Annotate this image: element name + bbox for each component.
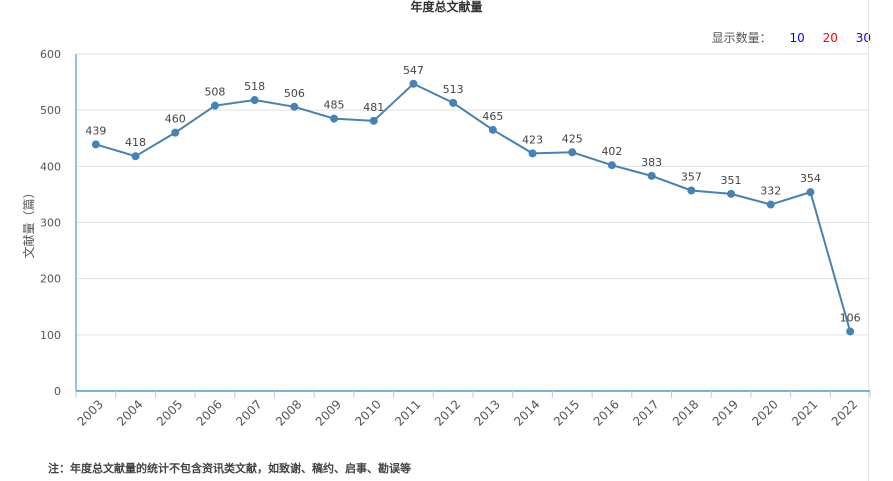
x-tick-label: 2011 (392, 397, 423, 428)
display-count-selector: 显示数量： 10 20 30 (712, 29, 871, 46)
data-point (210, 101, 219, 110)
x-tick-label: 2004 (114, 397, 145, 428)
y-tick-label: 300 (40, 217, 61, 230)
x-tick-label: 2010 (352, 397, 383, 428)
x-tick-label: 2022 (829, 397, 860, 428)
x-tick-label: 2015 (551, 397, 582, 428)
x-tick-label: 2008 (273, 397, 304, 428)
data-point (409, 79, 418, 88)
data-point (369, 116, 378, 125)
data-point (528, 149, 537, 158)
data-point (488, 125, 497, 134)
data-label: 357 (681, 170, 702, 183)
data-label: 506 (284, 87, 305, 100)
display-count-10[interactable]: 10 (789, 31, 805, 45)
x-tick-label: 2019 (710, 397, 741, 428)
data-label: 460 (165, 113, 186, 126)
data-label: 402 (601, 145, 622, 158)
data-label: 351 (721, 174, 742, 187)
x-tick-label: 2005 (154, 397, 185, 428)
y-tick-label: 0 (54, 385, 61, 398)
y-tick-label: 600 (40, 48, 61, 61)
data-point (607, 161, 616, 170)
display-count-30[interactable]: 30 (855, 31, 871, 45)
panel-edge (868, 0, 869, 481)
data-label: 439 (85, 124, 106, 137)
x-tick-label: 2017 (630, 397, 661, 428)
data-point (687, 186, 696, 195)
data-point (91, 140, 100, 149)
x-tick-label: 2006 (194, 397, 225, 428)
x-tick-label: 2018 (670, 397, 701, 428)
y-tick-label: 400 (40, 160, 61, 173)
y-tick-label: 100 (40, 329, 61, 342)
x-tick-label: 2021 (789, 397, 820, 428)
data-point (806, 188, 815, 197)
x-tick-label: 2016 (591, 397, 622, 428)
x-tick-label: 2014 (511, 397, 542, 428)
data-label: 383 (641, 156, 662, 169)
data-point (647, 171, 656, 180)
data-point (290, 102, 299, 111)
data-label: 418 (125, 136, 146, 149)
display-count-label: 显示数量： (711, 31, 772, 45)
x-tick-label: 2009 (313, 397, 344, 428)
data-label: 354 (800, 172, 821, 185)
data-label: 465 (482, 110, 503, 123)
display-count-20[interactable]: 20 (822, 31, 838, 45)
data-point (330, 114, 339, 123)
x-tick-label: 2013 (471, 397, 502, 428)
data-label: 423 (522, 133, 543, 146)
data-point (568, 148, 577, 157)
data-label: 425 (562, 132, 583, 145)
data-point (846, 327, 855, 336)
data-label: 547 (403, 64, 424, 77)
x-tick-label: 2020 (749, 397, 780, 428)
x-tick-label: 2003 (74, 397, 105, 428)
x-tick-label: 2007 (233, 397, 264, 428)
data-label: 518 (244, 80, 265, 93)
data-label: 485 (324, 99, 345, 112)
data-label: 332 (760, 185, 781, 198)
data-point (727, 189, 736, 198)
footnote: 注：年度总文献量的统计不包含资讯类文献，如致谢、稿约、启事、勘误等 (48, 462, 411, 475)
data-point (250, 96, 259, 105)
data-point (766, 200, 775, 209)
data-label: 513 (443, 83, 464, 96)
y-axis-label: 文献量（篇） (21, 186, 36, 258)
y-tick-label: 500 (40, 104, 61, 117)
data-point (449, 98, 458, 107)
data-label: 106 (840, 311, 861, 324)
y-tick-label: 200 (40, 273, 61, 286)
data-label: 508 (204, 86, 225, 99)
data-point (131, 152, 140, 161)
x-tick-label: 2012 (432, 397, 463, 428)
data-line (95, 82, 852, 332)
chart-title: 年度总文献量 (410, 0, 483, 14)
data-label: 481 (363, 101, 384, 114)
data-point (171, 128, 180, 137)
